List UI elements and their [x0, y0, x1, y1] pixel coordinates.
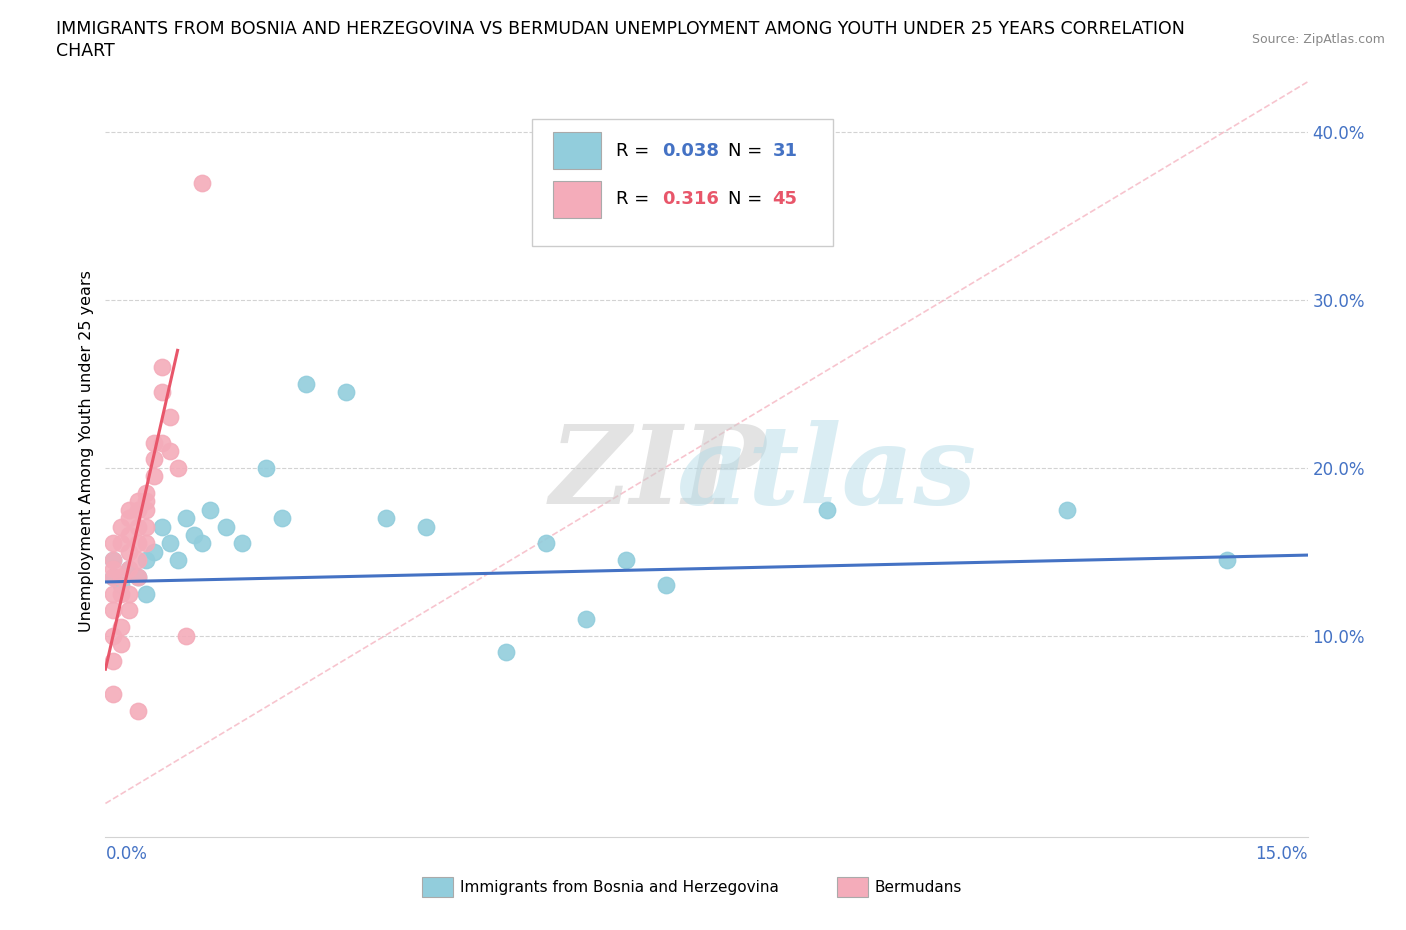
- Text: atlas: atlas: [676, 420, 977, 528]
- Bar: [553, 132, 600, 169]
- Point: [495, 645, 517, 660]
- Point: [295, 377, 318, 392]
- Point: [150, 385, 173, 400]
- Point: [536, 536, 558, 551]
- Point: [127, 569, 149, 584]
- Text: IMMIGRANTS FROM BOSNIA AND HERZEGOVINA VS BERMUDAN UNEMPLOYMENT AMONG YOUTH UNDE: IMMIGRANTS FROM BOSNIA AND HERZEGOVINA V…: [56, 20, 1185, 38]
- Point: [103, 561, 125, 576]
- Point: [127, 536, 149, 551]
- Text: 0.0%: 0.0%: [105, 845, 148, 863]
- Point: [375, 511, 398, 525]
- Text: R =: R =: [616, 141, 655, 160]
- Point: [135, 586, 157, 601]
- Point: [127, 569, 149, 584]
- Point: [166, 460, 188, 475]
- Point: [110, 536, 132, 551]
- Y-axis label: Unemployment Among Youth under 25 years: Unemployment Among Youth under 25 years: [79, 270, 94, 632]
- Point: [183, 527, 205, 542]
- Point: [103, 628, 125, 643]
- Point: [231, 536, 253, 551]
- Point: [575, 611, 598, 626]
- Point: [335, 385, 357, 400]
- Point: [159, 410, 181, 425]
- Point: [198, 502, 221, 517]
- Text: Bermudans: Bermudans: [875, 880, 962, 895]
- Point: [103, 569, 125, 584]
- Point: [214, 519, 236, 534]
- Point: [110, 586, 132, 601]
- Point: [110, 569, 132, 584]
- Point: [135, 485, 157, 500]
- Point: [415, 519, 437, 534]
- Point: [174, 511, 197, 525]
- Text: R =: R =: [616, 191, 655, 208]
- Text: 15.0%: 15.0%: [1256, 845, 1308, 863]
- Point: [135, 536, 157, 551]
- Point: [142, 452, 165, 467]
- FancyBboxPatch shape: [533, 119, 832, 246]
- Point: [127, 704, 149, 719]
- Point: [616, 552, 638, 567]
- Point: [103, 586, 125, 601]
- Point: [118, 544, 141, 559]
- Point: [150, 519, 173, 534]
- Point: [142, 469, 165, 484]
- Point: [142, 435, 165, 450]
- Point: [118, 561, 141, 576]
- Text: 31: 31: [773, 141, 797, 160]
- Point: [135, 502, 157, 517]
- Text: 45: 45: [773, 191, 797, 208]
- Point: [118, 511, 141, 525]
- Point: [118, 561, 141, 576]
- Point: [190, 536, 212, 551]
- Point: [118, 502, 141, 517]
- Point: [135, 519, 157, 534]
- Point: [103, 654, 125, 669]
- Point: [127, 519, 149, 534]
- Point: [118, 527, 141, 542]
- Text: 0.316: 0.316: [662, 191, 718, 208]
- Point: [127, 502, 149, 517]
- Point: [254, 460, 277, 475]
- Text: Immigrants from Bosnia and Herzegovina: Immigrants from Bosnia and Herzegovina: [460, 880, 779, 895]
- Point: [190, 175, 212, 190]
- Point: [150, 435, 173, 450]
- Point: [166, 552, 188, 567]
- Point: [142, 544, 165, 559]
- Point: [159, 444, 181, 458]
- Point: [103, 552, 125, 567]
- Point: [110, 619, 132, 634]
- Point: [127, 494, 149, 509]
- Point: [270, 511, 292, 525]
- Point: [1056, 502, 1078, 517]
- Text: N =: N =: [728, 191, 768, 208]
- Point: [103, 569, 125, 584]
- Point: [103, 552, 125, 567]
- Point: [110, 519, 132, 534]
- Text: 0.038: 0.038: [662, 141, 718, 160]
- Text: CHART: CHART: [56, 42, 115, 60]
- Text: ZIP: ZIP: [550, 420, 766, 528]
- Bar: [553, 180, 600, 218]
- Point: [103, 536, 125, 551]
- Point: [118, 586, 141, 601]
- Point: [127, 552, 149, 567]
- Point: [110, 578, 132, 592]
- Point: [174, 628, 197, 643]
- Point: [1216, 552, 1239, 567]
- Point: [135, 494, 157, 509]
- Point: [655, 578, 678, 592]
- Point: [815, 502, 838, 517]
- Point: [150, 360, 173, 375]
- Point: [103, 687, 125, 702]
- Point: [110, 637, 132, 652]
- Point: [103, 603, 125, 618]
- Point: [118, 603, 141, 618]
- Point: [159, 536, 181, 551]
- Text: Source: ZipAtlas.com: Source: ZipAtlas.com: [1251, 33, 1385, 46]
- Text: N =: N =: [728, 141, 768, 160]
- Point: [135, 552, 157, 567]
